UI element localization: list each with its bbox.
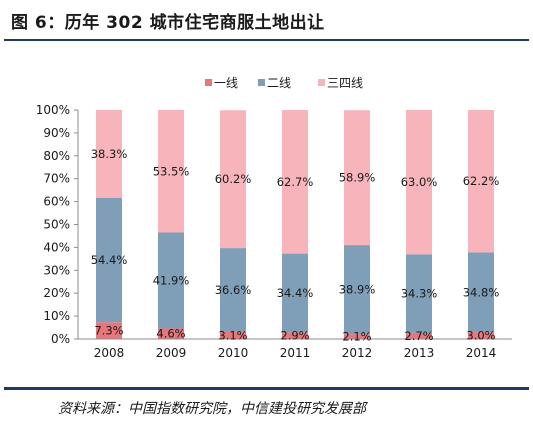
bar-segment	[220, 248, 246, 332]
x-tick-label: 2013	[404, 346, 435, 360]
data-label: 3.1%	[218, 328, 247, 342]
data-label: 41.9%	[153, 273, 190, 287]
legend-swatch	[258, 79, 265, 86]
bar-segment	[468, 252, 494, 333]
bar-segment	[282, 332, 308, 339]
y-axis: 0% 10% 20% 30% 40% 50% 60% 70% 80% 90% 100%	[36, 103, 79, 346]
data-label: 58.9%	[339, 171, 376, 185]
x-tick-label: 2009	[156, 346, 187, 360]
y-tick-label: 0%	[51, 332, 70, 346]
y-tick-label: 50%	[43, 218, 70, 232]
bar-segment	[468, 110, 494, 253]
data-label: 36.6%	[215, 283, 252, 297]
bar-segment	[406, 332, 432, 339]
data-label: 2.7%	[404, 329, 433, 343]
x-tick-label: 2010	[218, 346, 249, 360]
data-label: 38.9%	[339, 283, 376, 297]
x-axis: 2008 2009 2010 2011 2012 2013 2014	[78, 338, 512, 360]
bar-segment	[282, 253, 308, 333]
data-label: 2.9%	[280, 329, 309, 343]
figure-title: 图 6：历年 302 城市住宅商服土地出让	[11, 13, 325, 33]
chart-legend: 一线 二线 三四线	[205, 76, 363, 90]
y-tick-label: 60%	[43, 195, 70, 209]
bar-segment	[406, 254, 432, 333]
bar-segment	[220, 331, 246, 339]
data-label: 2.1%	[342, 330, 371, 344]
title-rule	[4, 39, 529, 41]
x-tick-label: 2011	[280, 346, 311, 360]
x-tick-label: 2014	[466, 346, 497, 360]
bar-segment	[282, 110, 308, 254]
bar-segment	[344, 110, 370, 246]
data-label: 4.6%	[156, 327, 185, 341]
legend-label: 一线	[214, 76, 238, 90]
y-tick-label: 90%	[43, 126, 70, 140]
stacked-bar-chart: 一线 二线 三四线 0% 10% 20% 30% 40% 50% 60% 70% 80% 90% 100…	[36, 76, 512, 360]
x-tick-label: 2012	[342, 346, 373, 360]
x-tick-label: 2008	[94, 346, 125, 360]
bar-segment	[158, 328, 184, 339]
legend-swatch	[205, 79, 212, 86]
bar-group	[96, 110, 494, 339]
y-tick-label: 30%	[43, 263, 70, 277]
data-label: 54.4%	[91, 253, 128, 267]
bar-segment	[158, 232, 184, 329]
data-label: 34.4%	[277, 286, 314, 300]
figure-header: 图 6：历年 302 城市住宅商服土地出让	[0, 0, 533, 40]
data-labels: 7.3% 54.4% 38.3% 4.6% 41.9% 53.5% 3.1% 36.6% 60.…	[91, 147, 500, 344]
source-note: 资料来源：中国指数研究院，中信建投研究发展部	[58, 401, 366, 417]
y-tick-label: 100%	[36, 103, 70, 117]
legend-swatch	[318, 79, 325, 86]
bar-segment	[96, 197, 122, 323]
bar-segment	[344, 245, 370, 335]
y-tick-label: 20%	[43, 286, 70, 300]
bar-segment	[468, 332, 494, 339]
y-tick-label: 70%	[43, 172, 70, 186]
y-tick-label: 80%	[43, 149, 70, 163]
data-label: 34.8%	[463, 285, 500, 299]
data-label: 60.2%	[215, 172, 252, 186]
data-label: 7.3%	[94, 324, 123, 338]
data-label: 3.0%	[466, 329, 495, 343]
bar-segment	[220, 110, 246, 249]
bar-segment	[96, 110, 122, 198]
data-label: 62.2%	[463, 174, 500, 188]
legend-label: 二线	[267, 76, 291, 90]
data-label: 34.3%	[401, 287, 438, 301]
bar-segment	[96, 322, 122, 339]
source-rule	[4, 387, 529, 390]
bar-segment	[406, 110, 432, 255]
bar-segment	[344, 334, 370, 339]
data-label: 53.5%	[153, 164, 190, 178]
bar-segment	[158, 110, 184, 233]
data-label: 38.3%	[91, 147, 128, 161]
y-tick-label: 40%	[43, 240, 70, 254]
legend-label: 三四线	[327, 76, 363, 90]
data-label: 62.7%	[277, 175, 314, 189]
y-tick-label: 10%	[43, 309, 70, 323]
data-label: 63.0%	[401, 175, 438, 189]
